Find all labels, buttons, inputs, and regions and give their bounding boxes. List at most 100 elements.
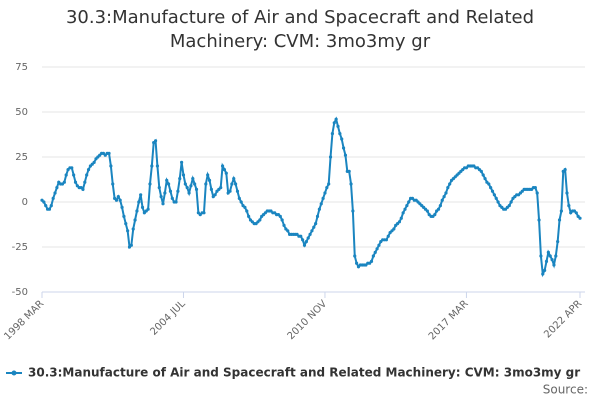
point — [126, 229, 130, 233]
point — [153, 139, 158, 143]
point — [51, 196, 55, 200]
point — [401, 211, 405, 215]
point — [258, 218, 262, 222]
point — [319, 202, 323, 206]
point — [323, 191, 327, 195]
point — [481, 173, 485, 177]
point — [139, 193, 143, 197]
point — [49, 204, 53, 208]
point — [494, 196, 498, 200]
point — [353, 254, 357, 258]
point — [405, 204, 409, 208]
point — [444, 191, 448, 195]
point — [155, 164, 160, 168]
point — [351, 209, 355, 213]
point — [181, 173, 186, 177]
point — [373, 250, 377, 254]
point — [308, 232, 312, 236]
point — [185, 186, 189, 190]
point — [433, 213, 437, 217]
point — [86, 168, 91, 172]
point — [487, 182, 491, 186]
point — [85, 173, 89, 177]
point — [165, 178, 169, 182]
point — [62, 180, 66, 184]
point — [325, 186, 329, 190]
point — [148, 182, 152, 186]
point — [191, 177, 195, 181]
point — [55, 186, 59, 190]
point — [440, 198, 444, 202]
point — [120, 205, 124, 209]
point — [111, 182, 115, 186]
point — [234, 182, 238, 186]
y-tick-label: -25 — [12, 242, 28, 253]
point — [301, 238, 305, 242]
point — [282, 223, 286, 227]
point — [341, 146, 346, 150]
point — [544, 259, 549, 263]
point — [509, 200, 513, 204]
point — [81, 187, 85, 191]
point — [137, 200, 141, 204]
point — [107, 151, 111, 155]
point — [170, 196, 174, 200]
point — [479, 169, 483, 173]
point — [535, 191, 539, 195]
point — [206, 173, 210, 177]
point — [278, 214, 282, 218]
point — [64, 173, 68, 177]
point — [332, 121, 336, 125]
point — [247, 214, 251, 218]
point — [492, 193, 496, 197]
point — [483, 177, 487, 181]
point — [180, 160, 184, 164]
point — [438, 204, 442, 208]
point — [178, 177, 182, 181]
point — [222, 168, 227, 172]
x-tick-label: 1998 MAR — [2, 298, 46, 342]
point — [243, 205, 247, 209]
point — [355, 261, 359, 265]
point — [299, 234, 303, 238]
point — [174, 200, 178, 204]
point — [187, 191, 191, 195]
point — [392, 227, 396, 231]
point — [280, 218, 284, 222]
point — [124, 222, 128, 226]
point — [202, 211, 206, 215]
point — [371, 254, 375, 258]
point — [189, 184, 193, 188]
point — [446, 186, 450, 190]
point — [340, 137, 344, 141]
point — [334, 117, 338, 121]
point — [53, 191, 57, 195]
x-tick-label: 2017 MAR — [427, 298, 471, 342]
point — [230, 182, 234, 186]
point — [176, 189, 180, 193]
point — [315, 214, 320, 218]
point — [496, 200, 500, 204]
point — [543, 268, 547, 272]
point — [369, 259, 374, 263]
point — [436, 207, 441, 211]
point — [328, 155, 333, 159]
point — [122, 214, 126, 218]
point — [168, 189, 173, 193]
point — [286, 229, 290, 233]
point — [228, 189, 232, 193]
point — [312, 225, 316, 229]
point — [237, 196, 241, 200]
x-tick-label: 2004 JUL — [149, 298, 189, 338]
point — [375, 247, 379, 251]
point — [507, 204, 511, 208]
point — [209, 187, 214, 191]
point — [321, 196, 325, 200]
legend-label: 30.3:Manufacture of Air and Spacecraft a… — [28, 366, 580, 380]
point — [220, 164, 225, 168]
point — [118, 198, 122, 202]
point — [539, 254, 543, 258]
source: Source: — [543, 383, 588, 397]
x-tick-label: 2010 NOV — [286, 298, 330, 342]
